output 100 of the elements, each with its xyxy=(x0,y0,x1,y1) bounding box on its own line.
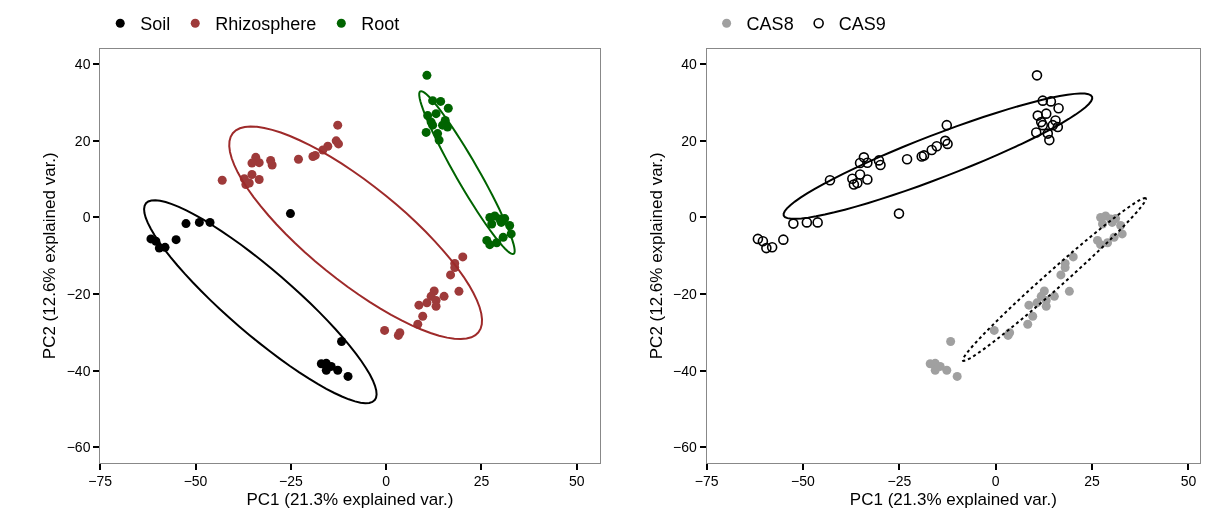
point xyxy=(788,218,799,229)
x-tick-label: −75 xyxy=(694,473,719,490)
point xyxy=(422,70,432,80)
point xyxy=(454,286,464,296)
point xyxy=(824,175,836,186)
x-tick-label: −25 xyxy=(887,473,912,490)
point xyxy=(1047,119,1059,131)
point xyxy=(766,242,778,253)
point xyxy=(875,159,886,171)
point xyxy=(778,234,789,245)
point xyxy=(421,127,431,137)
point xyxy=(422,298,432,308)
point xyxy=(1064,286,1074,296)
point xyxy=(931,140,943,152)
x-axis-title: PC1 (21.3% explained var.) xyxy=(246,489,454,509)
point xyxy=(194,217,204,227)
x-tick-label: −50 xyxy=(183,473,208,490)
point xyxy=(285,209,295,219)
point xyxy=(1030,127,1042,138)
x-axis-title: PC1 (21.3% explained var.) xyxy=(849,489,1057,509)
legend-label: Root xyxy=(361,14,400,35)
x-tick-label: 0 xyxy=(382,473,391,490)
point xyxy=(418,311,428,321)
point xyxy=(498,232,508,242)
point xyxy=(1052,121,1064,133)
point xyxy=(989,325,999,335)
point xyxy=(858,152,870,163)
point xyxy=(1050,115,1061,126)
legend-label: CAS8 xyxy=(746,14,794,35)
point xyxy=(862,157,873,168)
x-tick-label: 25 xyxy=(1084,473,1101,490)
x-tick-label: −50 xyxy=(791,473,816,490)
y-tick-label: 40 xyxy=(74,56,91,73)
point xyxy=(446,270,456,280)
point xyxy=(926,144,938,156)
point xyxy=(1023,319,1033,329)
point xyxy=(812,217,823,228)
y-axis-title: PC2 (12.6% explained var.) xyxy=(646,152,666,360)
point xyxy=(1037,95,1049,106)
point xyxy=(431,109,441,119)
point xyxy=(1028,311,1038,321)
x-tick-label: −75 xyxy=(88,473,113,490)
point xyxy=(439,291,449,301)
point xyxy=(941,119,953,131)
point xyxy=(181,219,191,229)
y-tick-label: −40 xyxy=(673,362,698,379)
point xyxy=(801,217,813,228)
point xyxy=(436,96,446,106)
y-tick-label: 20 xyxy=(74,132,91,149)
point xyxy=(942,365,952,375)
point xyxy=(901,153,913,165)
x-tick-label: −25 xyxy=(278,473,303,490)
point xyxy=(217,175,227,185)
legend-label: Soil xyxy=(140,14,171,35)
point xyxy=(848,179,860,190)
point xyxy=(487,219,497,229)
point xyxy=(1031,70,1043,81)
point xyxy=(761,242,772,254)
point xyxy=(293,154,303,164)
point xyxy=(847,173,858,185)
point xyxy=(247,158,257,168)
point xyxy=(854,157,866,169)
point xyxy=(873,155,885,166)
point xyxy=(1056,270,1066,280)
point xyxy=(380,325,390,335)
x-tick-label: 50 xyxy=(568,473,585,490)
x-tick-label: 25 xyxy=(473,473,490,490)
point xyxy=(1024,300,1034,310)
point xyxy=(1068,252,1078,262)
point xyxy=(852,177,863,189)
legend-label: CAS9 xyxy=(838,14,886,35)
point xyxy=(1042,128,1054,139)
point xyxy=(862,174,873,185)
point xyxy=(757,235,769,247)
point xyxy=(458,252,468,262)
point xyxy=(952,371,962,381)
legend-label: Rhizosphere xyxy=(215,14,317,35)
point xyxy=(171,235,181,245)
point xyxy=(1053,103,1064,114)
point xyxy=(893,208,905,219)
point xyxy=(1117,229,1127,239)
point xyxy=(414,300,424,310)
point xyxy=(1040,108,1052,119)
point xyxy=(946,337,956,347)
point xyxy=(1049,291,1059,301)
y-tick-label: −20 xyxy=(66,285,91,302)
y-tick-label: 20 xyxy=(681,132,698,149)
point xyxy=(266,155,276,165)
x-tick-label: 50 xyxy=(1180,473,1197,490)
y-tick-label: −40 xyxy=(66,362,91,379)
point xyxy=(333,365,343,375)
y-tick-label: −60 xyxy=(673,439,698,456)
point xyxy=(247,170,257,180)
point xyxy=(1032,110,1044,121)
point xyxy=(752,233,764,245)
y-tick-label: −60 xyxy=(66,439,91,456)
point xyxy=(854,169,866,180)
y-tick-label: −20 xyxy=(673,285,698,302)
point xyxy=(1044,134,1055,146)
x-tick-label: 0 xyxy=(991,473,1000,490)
